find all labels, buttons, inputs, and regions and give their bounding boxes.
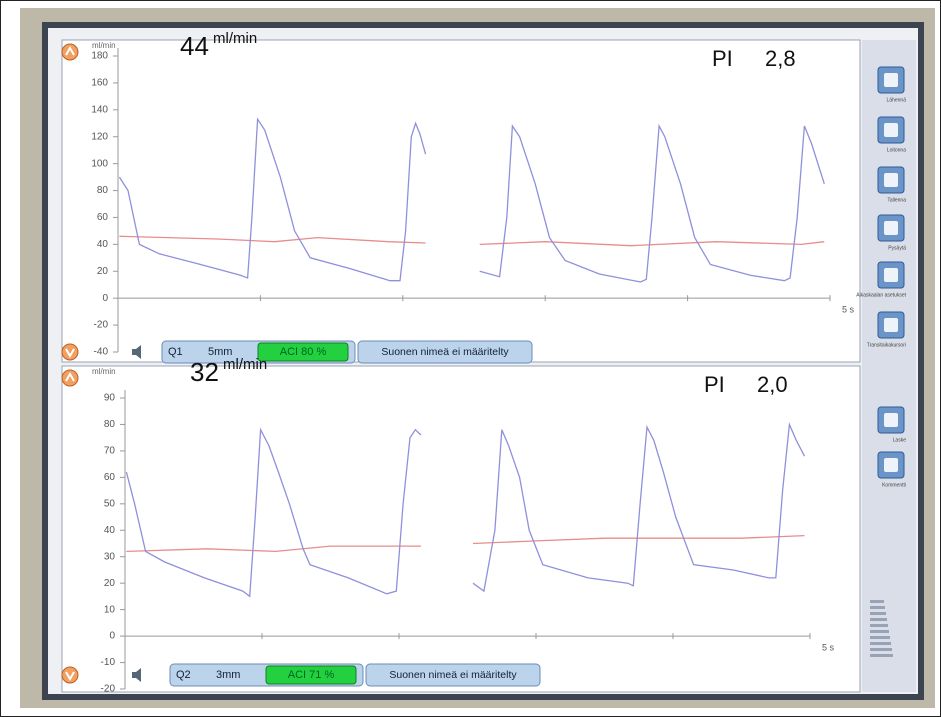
level-bar (870, 648, 892, 651)
flow-wave (125, 421, 806, 598)
vessel-button[interactable] (365, 663, 541, 687)
flow-value: 44 (180, 31, 209, 61)
y-tick-label: -20 (101, 684, 116, 695)
scale-button[interactable] (61, 369, 79, 387)
y-tick-label: 0 (102, 293, 108, 304)
button-icon (884, 318, 898, 332)
button-icon (884, 73, 898, 87)
level-bar (870, 600, 884, 603)
y-tick-label: -10 (101, 657, 116, 668)
pi-label: PI (704, 372, 725, 397)
sidebar-label: Loitonna (887, 147, 906, 153)
speaker-icon[interactable] (132, 345, 141, 359)
y-tick-label: 160 (91, 78, 108, 89)
vessel-label: Suonen nimeä ei määritelty (381, 346, 509, 358)
button-icon (884, 123, 898, 137)
y-tick-label: 40 (97, 239, 109, 250)
y-tick-label: 60 (104, 472, 116, 483)
y-tick-label: 100 (91, 158, 108, 169)
scale-button[interactable] (61, 666, 79, 684)
time-label: 5 s (842, 305, 855, 315)
pi-value: 2,0 (757, 372, 788, 397)
vessel-button[interactable] (357, 340, 533, 364)
flow-unit: ml/min (223, 356, 267, 373)
flow-wave (118, 117, 825, 283)
y-tick-label: -20 (94, 320, 109, 331)
arrow-icon (65, 348, 75, 359)
y-tick-label: -40 (94, 347, 109, 358)
y-tick-label: 80 (97, 185, 109, 196)
level-bar (870, 636, 890, 639)
aci-box (257, 342, 349, 362)
sidebar-label: Transitaikakursori (867, 342, 906, 348)
sidebar-label: Kommentti (882, 482, 906, 488)
aci-label: ACI 80 % (280, 346, 327, 358)
probe-size: 3mm (216, 669, 240, 681)
y-tick-label: 60 (97, 212, 109, 223)
probe-size: 5mm (208, 346, 232, 358)
y-tick-label: 30 (104, 551, 116, 562)
time-label: 5 s (822, 642, 835, 652)
y-tick-label: 50 (104, 498, 116, 509)
scale-button[interactable] (61, 43, 79, 61)
plot-panel (61, 39, 861, 363)
flow-unit: ml/min (213, 30, 257, 47)
button-icon (884, 268, 898, 282)
pi-value: 2,8 (765, 46, 796, 71)
y-tick-label: 180 (91, 51, 108, 62)
button-icon (884, 173, 898, 187)
y-tick-label: 90 (104, 393, 116, 404)
plot-panel (61, 365, 861, 693)
arrow-icon (65, 45, 75, 56)
y-tick-label: 0 (109, 631, 115, 642)
y-tick-label: 120 (91, 131, 108, 142)
level-bar (870, 654, 893, 657)
button-icon (884, 413, 898, 427)
aci-box (265, 665, 357, 685)
level-bar (870, 642, 891, 645)
level-bar (870, 630, 889, 633)
sidebar-label: Lähennä (887, 97, 907, 103)
level-bar (870, 624, 888, 627)
sidebar-label: Tallenna (887, 197, 906, 203)
arrow-icon (65, 371, 75, 382)
arrow-icon (65, 671, 75, 682)
aci-label: ACI 71 % (288, 669, 335, 681)
sidebar-label: Laske (893, 437, 907, 443)
probe-label: Q1 (168, 346, 183, 358)
mean-line (126, 534, 805, 553)
y-tick-label: 20 (104, 578, 116, 589)
button-icon (884, 458, 898, 472)
flow-value: 32 (190, 357, 219, 387)
sidebar-label: Pysäytä (888, 245, 906, 251)
sidebar (862, 40, 916, 692)
speaker-icon[interactable] (132, 668, 141, 682)
level-bar (870, 612, 886, 615)
y-tick-label: 140 (91, 104, 108, 115)
button-icon (884, 221, 898, 235)
y-unit: ml/min (92, 367, 116, 376)
y-tick-label: 20 (97, 266, 109, 277)
y-tick-label: 70 (104, 446, 116, 457)
y-tick-label: 10 (104, 604, 116, 615)
y-unit: ml/min (92, 41, 116, 50)
y-tick-label: 40 (104, 525, 116, 536)
probe-label: Q2 (176, 669, 191, 681)
pi-label: PI (712, 46, 733, 71)
sidebar-label: Aikaskaalan asetukset (856, 292, 906, 298)
level-bar (870, 606, 885, 609)
y-tick-label: 80 (104, 419, 116, 430)
mean-line (119, 235, 825, 247)
vessel-label: Suonen nimeä ei määritelty (389, 669, 517, 681)
level-bar (870, 618, 887, 621)
scale-button[interactable] (61, 343, 79, 361)
